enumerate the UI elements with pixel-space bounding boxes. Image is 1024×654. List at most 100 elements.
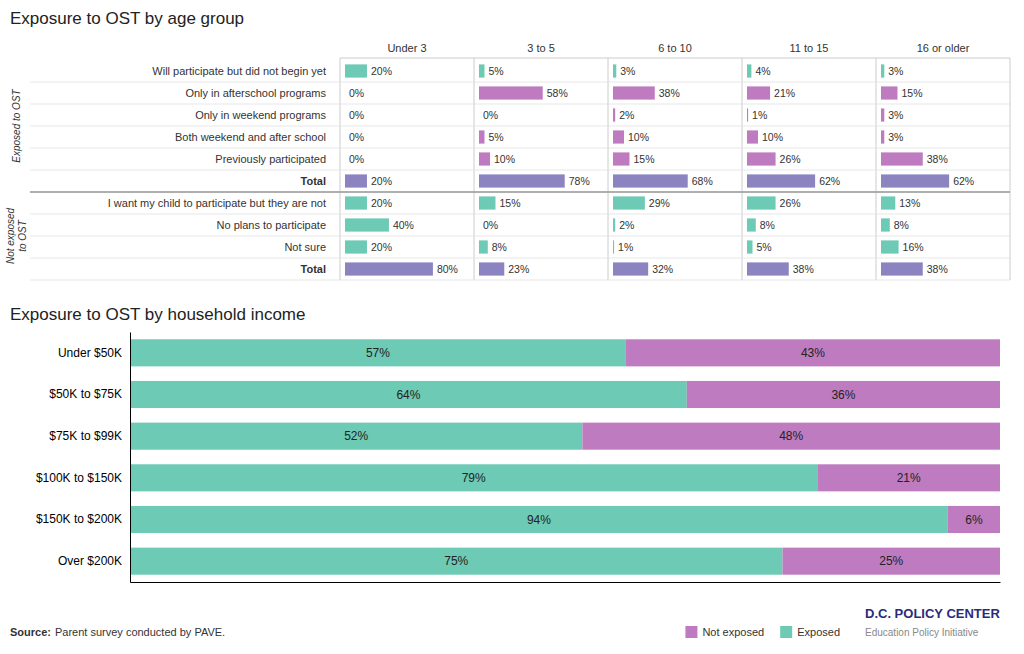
data-label: 21% [774,87,795,99]
data-label: 0% [349,131,364,143]
row-rule [30,192,1010,193]
data-label: 1% [752,109,767,121]
data-label: 15% [901,87,922,99]
table-bar [881,108,884,121]
data-label: 5% [488,131,503,143]
table-bars [345,64,949,275]
data-label: 4% [755,65,770,77]
header-rule [340,58,1010,59]
table-bar [747,64,751,77]
data-label: 20% [371,65,392,77]
table-bar [613,174,688,187]
row-label: Not sure [284,241,326,253]
y-tick-label: $150K to $200K [36,512,122,526]
column-separator [1010,58,1011,280]
data-label: 25% [879,554,903,568]
data-label: 23% [508,263,529,275]
table-texts: Will participate but did not begin yet20… [5,65,975,275]
table-bar [881,86,897,99]
data-label: 38% [927,263,948,275]
data-label: 15% [633,153,654,165]
data-label: 0% [349,109,364,121]
legend-swatch [685,626,697,638]
data-label: 75% [444,554,468,568]
y-tick: Over $200K [58,554,130,568]
table-bar [479,86,543,99]
data-label: 64% [396,388,420,402]
table-bar [613,218,615,231]
column-header: 11 to 15 [790,42,829,54]
table-bar [613,152,629,165]
table-bar [345,152,346,165]
table-bar [345,130,346,143]
y-tick-label: $50K to $75K [49,387,122,401]
data-label: 10% [494,153,515,165]
row-label: No plans to participate [217,219,326,231]
column-separator [876,58,877,280]
data-label: 21% [897,471,921,485]
branding-subtitle: Education Policy Initiative [865,627,979,638]
data-label: 20% [371,175,392,187]
data-label: 6% [965,513,983,527]
data-label: 38% [793,263,814,275]
source: Source:Parent survey conducted by PAVE. [10,626,225,638]
row-rule [30,82,1010,83]
bar [130,464,817,491]
table-bar [479,240,488,253]
table-bar [345,196,367,209]
table-bar [345,108,346,121]
legend-swatch [780,626,792,638]
data-label: 62% [953,175,974,187]
y-tick-label: $100K to $150K [36,471,122,485]
data-label: 29% [649,197,670,209]
table-bar [479,152,490,165]
section-label: Not exposedto OST [5,207,28,264]
table-bar [613,240,614,253]
table-bar [613,108,615,121]
row-rule [30,258,1010,259]
bar [626,339,1000,366]
column-header: Under 3 [387,42,426,54]
table-bar [613,130,624,143]
table-bar [479,262,504,275]
bar [130,339,626,366]
column-headers: Under 33 to 56 to 1011 to 1516 or older [387,42,969,54]
bar [582,423,1000,450]
data-label: 52% [344,429,368,443]
row-label: Total [301,175,326,187]
legend-label: Not exposed [702,626,764,638]
bar [130,423,582,450]
x-axis [131,582,1001,583]
source-text: Parent survey conducted by PAVE. [55,626,225,638]
row-label: I want my child to participate but they … [108,197,326,209]
y-tick: $75K to $99K [49,429,130,443]
data-label: 32% [652,263,673,275]
row-label: Only in weekend programs [195,109,326,121]
bar [130,506,948,533]
data-label: 58% [547,87,568,99]
data-label: 43% [801,346,825,360]
bar [817,464,1000,491]
age-table: Exposure to OST by age groupUnder 33 to … [5,9,1011,280]
section-label-line: Exposed to OST [11,88,22,162]
column-header: 6 to 10 [658,42,692,54]
x-axis-line [131,582,1001,583]
data-label: 94% [527,513,551,527]
data-label: 5% [756,241,771,253]
data-label: 0% [483,109,498,121]
row-rule [30,104,1010,105]
row-rule [30,126,1010,127]
table-bar [747,86,770,99]
income-chart: Exposure to OST by household income57%64… [10,305,1001,583]
table-bar [613,86,655,99]
data-label: 3% [888,109,903,121]
series [130,339,948,574]
table-bar [747,130,758,143]
y-tick-label: $75K to $99K [49,429,122,443]
column-header: 3 to 5 [527,42,555,54]
series [582,339,1000,574]
legend-item: Not exposed [685,626,764,638]
row-label: Total [301,263,326,275]
data-label: 15% [499,197,520,209]
row-rule [30,236,1010,237]
